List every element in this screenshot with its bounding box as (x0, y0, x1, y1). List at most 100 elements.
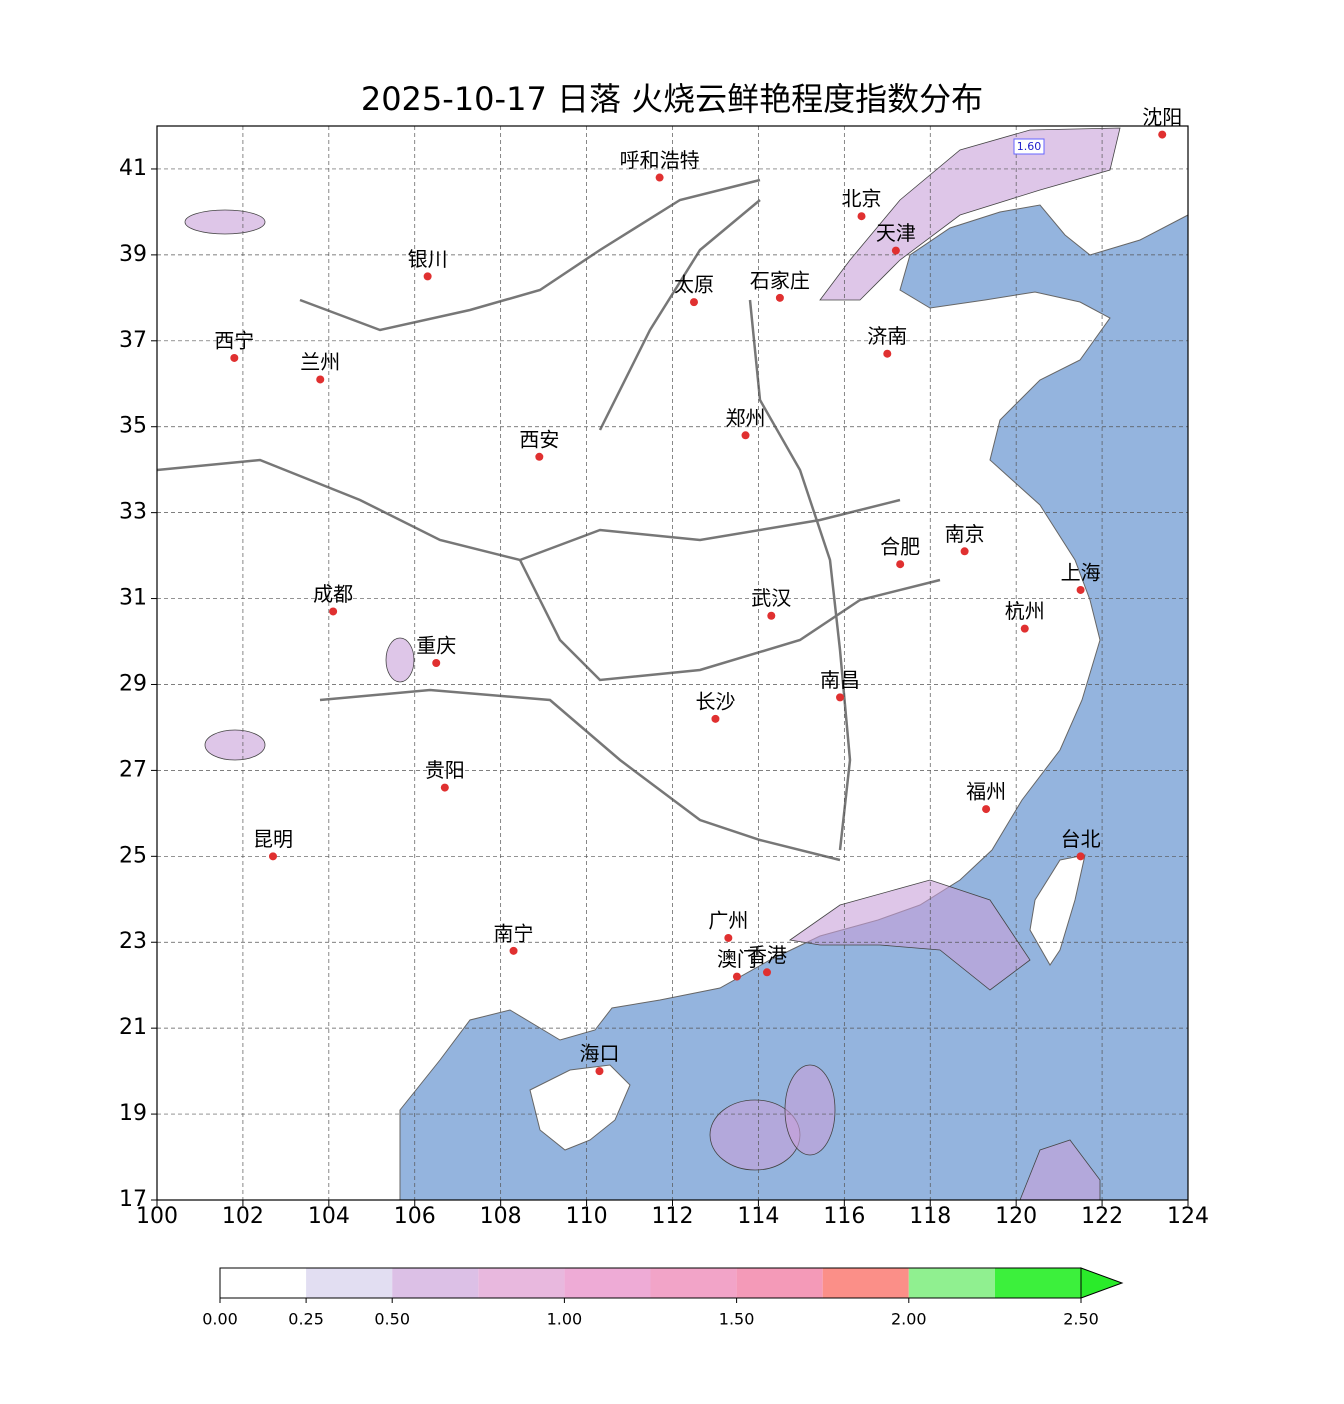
city-marker (711, 714, 720, 723)
contour-north (819, 127, 1121, 301)
city-label: 成都 (313, 582, 353, 606)
city-label: 南宁 (494, 921, 534, 945)
colorbar-bin (736, 1268, 823, 1298)
colorbar-bin (392, 1268, 479, 1298)
contour-south-coast (788, 879, 1031, 991)
city-label: 合肥 (880, 535, 920, 559)
city-marker (1020, 624, 1029, 633)
y-tick-label: 27 (119, 757, 147, 782)
contour-sichuan (385, 637, 415, 683)
x-tick-label: 114 (737, 1204, 779, 1229)
x-tick-label: 122 (1081, 1204, 1123, 1229)
city-marker (982, 805, 991, 814)
y-tick-label: 35 (119, 414, 147, 439)
city-marker (763, 968, 772, 977)
colorbar-tick-label: 2.50 (1063, 1310, 1099, 1329)
city-marker (1076, 585, 1085, 594)
y-tick-label: 23 (119, 929, 147, 954)
index-contours (184, 127, 1121, 1201)
colorbar-bin (650, 1268, 737, 1298)
city-label: 北京 (842, 187, 882, 211)
x-tick-label: 108 (480, 1204, 522, 1229)
y-tick-label: 19 (119, 1101, 147, 1126)
city-marker (432, 659, 441, 667)
x-tick-label: 120 (995, 1204, 1037, 1229)
city-marker (724, 933, 733, 942)
city-marker (316, 375, 325, 384)
annotation-box (1013, 138, 1045, 155)
city-marker (960, 547, 969, 556)
city-marker (883, 349, 892, 358)
x-tick-label: 110 (566, 1204, 608, 1229)
city-marker (655, 173, 664, 182)
city-marker (1158, 130, 1167, 139)
x-tick-label: 100 (136, 1204, 178, 1229)
city-marker (836, 693, 845, 702)
x-tick-label: 106 (394, 1204, 436, 1229)
city-label: 香港 (747, 943, 787, 967)
x-tick-label: 112 (652, 1204, 694, 1229)
city-label: 西安 (519, 427, 559, 451)
city-marker (857, 212, 866, 221)
province-borders (156, 178, 941, 862)
x-tick-label: 104 (308, 1204, 350, 1229)
city-label: 昆明 (253, 827, 293, 851)
city-marker (595, 1067, 604, 1076)
x-tick-label: 118 (909, 1204, 951, 1229)
city-label: 杭州 (1005, 599, 1045, 623)
hainan-island (529, 1064, 631, 1151)
colorbar-bin (220, 1268, 307, 1298)
colorbar-bin (994, 1268, 1081, 1298)
city-marker (767, 611, 776, 620)
city-label: 天津 (876, 221, 916, 245)
city-marker (230, 353, 239, 362)
city-marker (741, 431, 750, 440)
city-label: 郑州 (726, 406, 766, 430)
contour-sea-east (784, 1064, 836, 1156)
y-tick-label: 39 (119, 242, 147, 267)
colorbar-bin (306, 1268, 393, 1298)
y-tick-label: 17 (119, 1187, 147, 1212)
y-tick-label: 31 (119, 586, 147, 611)
title: 2025-10-17 日落 火烧云鲜艳程度指数分布 (361, 80, 983, 118)
city-marker (329, 607, 338, 616)
border (598, 199, 761, 431)
city-marker (509, 946, 518, 955)
contour-west (184, 209, 266, 235)
colorbar-bin (478, 1268, 565, 1298)
city-marker (896, 560, 905, 569)
city-label: 重庆 (416, 634, 456, 658)
city-marker (535, 452, 544, 461)
city-label: 呼和浩特 (620, 148, 700, 172)
city-label: 武汉 (751, 586, 791, 610)
city-label: 银川 (408, 247, 448, 271)
colorbar-tick-label: 1.50 (719, 1310, 755, 1329)
city-label: 海口 (579, 1042, 619, 1066)
city-label: 澳门 (717, 947, 757, 971)
colorbar-bin (822, 1268, 909, 1298)
city-marker (891, 246, 900, 255)
colorbar-tick-label: 1.00 (547, 1310, 583, 1329)
city-marker (775, 293, 784, 302)
city-label: 沈阳 (1142, 105, 1182, 129)
contour-southwest (204, 729, 266, 761)
city-label: 太原 (674, 273, 714, 297)
border (299, 178, 761, 332)
city-marker (1076, 852, 1085, 861)
border (518, 559, 941, 682)
city-label: 贵阳 (425, 758, 465, 782)
colorbar-tick-label: 0.25 (288, 1310, 324, 1329)
colorbar-bin (908, 1268, 995, 1298)
y-tick-label: 37 (119, 328, 147, 353)
y-tick-label: 25 (119, 843, 147, 868)
city-label: 石家庄 (750, 268, 810, 292)
city-marker (268, 852, 277, 861)
y-tick-label: 29 (119, 671, 147, 696)
y-tick-label: 41 (119, 156, 147, 181)
city-marker (732, 972, 741, 981)
city-label: 长沙 (695, 689, 735, 713)
city-label: 南昌 (820, 668, 860, 692)
colorbar-bin (564, 1268, 651, 1298)
colorbar-tick-label: 2.00 (891, 1310, 927, 1329)
